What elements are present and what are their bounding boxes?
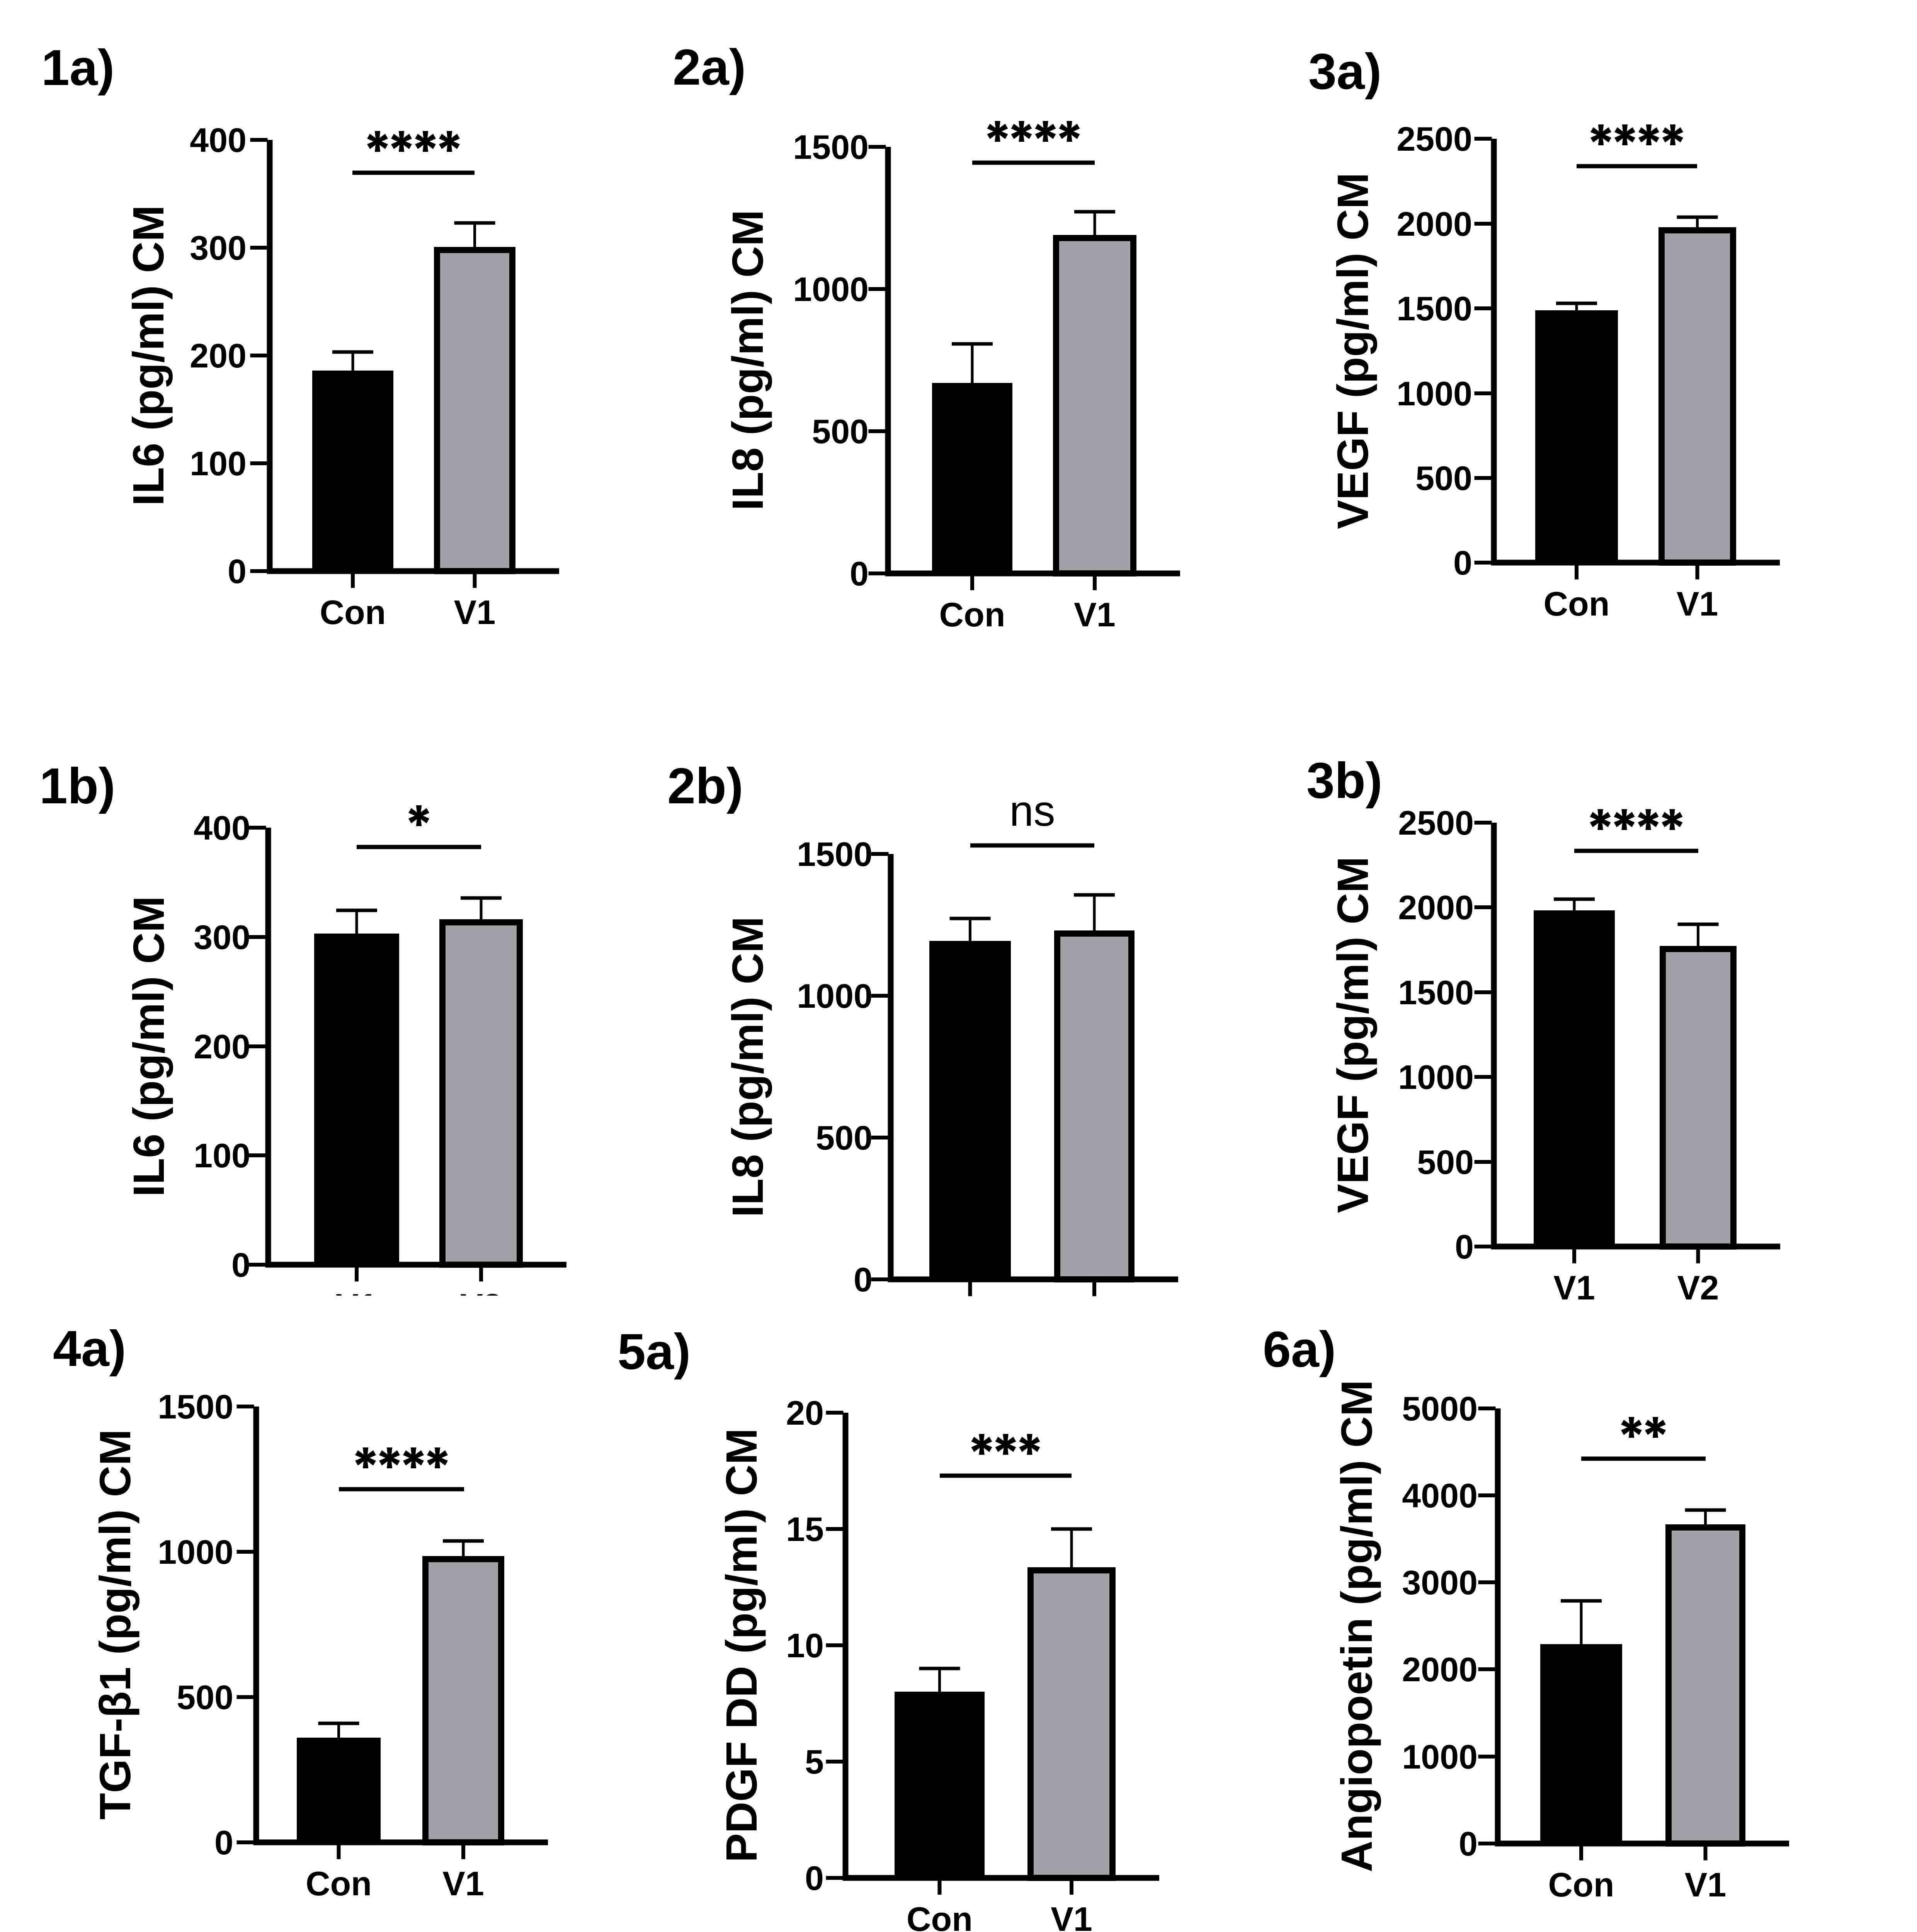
svg-text:3000: 3000: [1402, 1563, 1478, 1602]
svg-text:0: 0: [1455, 1228, 1474, 1266]
svg-text:1a): 1a): [41, 39, 114, 96]
svg-text:Con: Con: [1548, 1866, 1614, 1904]
svg-text:2000: 2000: [1397, 205, 1472, 243]
svg-text:500: 500: [816, 1119, 873, 1157]
svg-text:1500: 1500: [1397, 289, 1472, 328]
svg-text:1000: 1000: [1402, 1738, 1478, 1776]
svg-text:400: 400: [194, 809, 250, 847]
svg-text:1000: 1000: [1397, 374, 1472, 413]
svg-text:1000: 1000: [158, 1533, 233, 1571]
svg-text:100: 100: [194, 1136, 250, 1175]
svg-text:0: 0: [214, 1823, 233, 1862]
svg-text:0: 0: [854, 1260, 873, 1299]
svg-text:V1: V1: [336, 1287, 378, 1325]
svg-text:2500: 2500: [1397, 120, 1472, 158]
svg-text:IL6 (pg/ml) CM: IL6 (pg/ml) CM: [124, 205, 173, 506]
svg-text:2000: 2000: [1402, 1650, 1478, 1689]
svg-text:1000: 1000: [1398, 1058, 1474, 1096]
svg-text:V1: V1: [1553, 1269, 1595, 1307]
svg-text:1500: 1500: [1398, 973, 1474, 1012]
svg-text:ns: ns: [1009, 787, 1055, 835]
svg-text:0: 0: [231, 1246, 250, 1284]
svg-text:V1: V1: [442, 1864, 484, 1903]
svg-text:10: 10: [786, 1626, 824, 1665]
svg-text:V1: V1: [1685, 1866, 1726, 1904]
svg-text:IL6 (pg/ml) CM: IL6 (pg/ml) CM: [124, 896, 173, 1197]
svg-text:V2: V2: [460, 1287, 502, 1325]
svg-text:IL8 (pg/ml) CM: IL8 (pg/ml) CM: [723, 210, 772, 510]
svg-text:300: 300: [194, 918, 250, 956]
svg-text:PDGF DD (pg/ml) CM: PDGF DD (pg/ml) CM: [717, 1428, 766, 1862]
svg-text:1500: 1500: [797, 835, 873, 873]
svg-text:1b): 1b): [39, 757, 116, 814]
svg-text:15: 15: [786, 1510, 824, 1548]
svg-text:V2: V2: [1677, 1269, 1719, 1307]
svg-text:0: 0: [1459, 1825, 1478, 1863]
svg-text:3a): 3a): [1308, 43, 1381, 100]
svg-text:0: 0: [850, 554, 869, 593]
svg-text:Con: Con: [320, 593, 386, 631]
svg-text:20: 20: [786, 1394, 824, 1432]
svg-text:1500: 1500: [793, 128, 869, 166]
svg-text:1000: 1000: [793, 270, 869, 308]
svg-text:5a): 5a): [617, 1323, 691, 1380]
svg-text:2000: 2000: [1398, 888, 1474, 927]
svg-text:Angiopoetin (pg/ml) CM: Angiopoetin (pg/ml) CM: [1332, 1380, 1381, 1872]
svg-text:Con: Con: [1543, 585, 1609, 623]
svg-text:TGF-β1 (pg/ml) CM: TGF-β1 (pg/ml) CM: [91, 1429, 139, 1820]
svg-text:6a): 6a): [1263, 1321, 1336, 1378]
svg-text:V1: V1: [1074, 595, 1116, 634]
svg-text:1500: 1500: [158, 1388, 233, 1426]
svg-text:0: 0: [805, 1859, 824, 1897]
svg-text:400: 400: [190, 121, 247, 159]
svg-text:2a): 2a): [673, 39, 746, 95]
svg-text:500: 500: [1417, 1143, 1474, 1181]
svg-text:500: 500: [812, 412, 869, 451]
svg-text:Con: Con: [306, 1864, 372, 1903]
svg-text:V1: V1: [454, 593, 496, 631]
svg-text:500: 500: [177, 1678, 233, 1716]
svg-text:Con: Con: [907, 1900, 973, 1932]
svg-text:IL8 (pg/ml) CM: IL8 (pg/ml) CM: [723, 917, 772, 1217]
svg-text:500: 500: [1415, 459, 1472, 497]
svg-text:300: 300: [190, 229, 247, 267]
svg-text:VEGF (pg/ml) CM: VEGF (pg/ml) CM: [1328, 173, 1377, 529]
svg-text:0: 0: [228, 552, 247, 590]
svg-text:2b): 2b): [667, 757, 743, 814]
svg-text:100: 100: [190, 444, 247, 483]
svg-text:1000: 1000: [797, 977, 873, 1015]
svg-text:4000: 4000: [1402, 1476, 1478, 1515]
svg-text:200: 200: [194, 1027, 250, 1066]
svg-text:V1: V1: [1677, 585, 1718, 623]
svg-text:5: 5: [805, 1743, 824, 1781]
svg-text:3b): 3b): [1306, 752, 1383, 809]
svg-text:0: 0: [1453, 544, 1472, 582]
svg-text:4a): 4a): [53, 1320, 126, 1377]
svg-text:2500: 2500: [1398, 804, 1474, 842]
svg-text:Con: Con: [939, 595, 1005, 634]
svg-text:V1: V1: [1051, 1900, 1092, 1932]
svg-text:5000: 5000: [1402, 1389, 1478, 1428]
svg-text:VEGF (pg/ml) CM: VEGF (pg/ml) CM: [1328, 857, 1377, 1213]
svg-text:200: 200: [190, 337, 247, 375]
